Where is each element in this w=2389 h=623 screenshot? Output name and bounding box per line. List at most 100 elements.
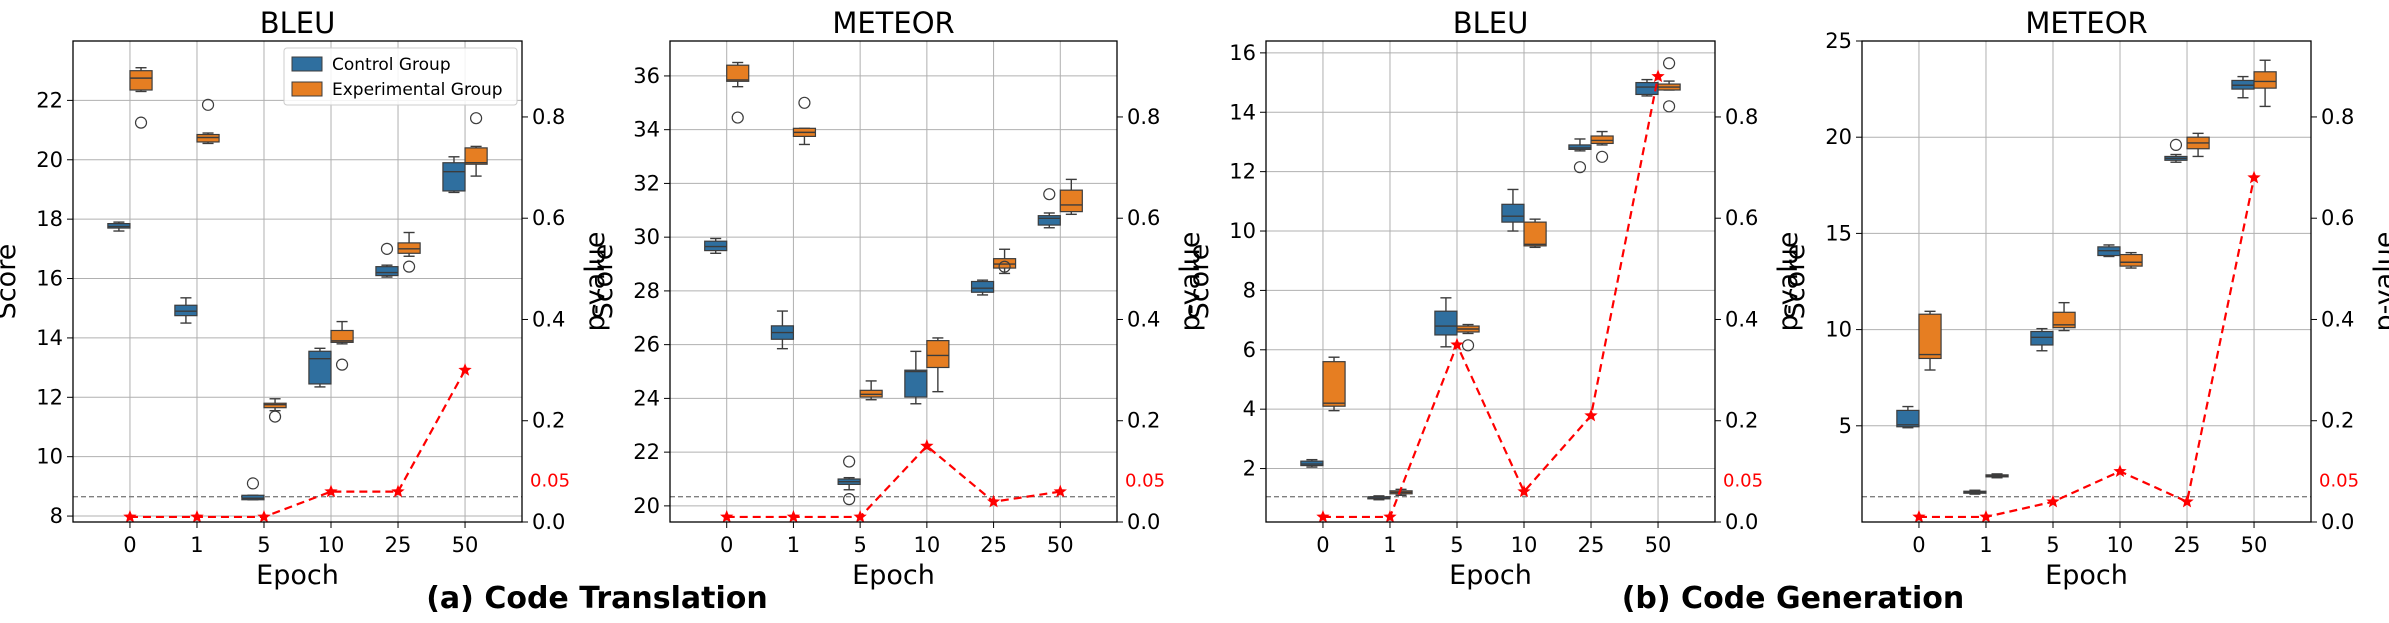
experimental-box-epoch-50 (2253, 59, 2277, 108)
plot-area (1862, 41, 2311, 522)
box-iqr (2052, 311, 2076, 329)
y-tick-label: 20 (36, 148, 63, 172)
y-tick-label: 16 (1229, 41, 1256, 65)
legend-box (283, 47, 518, 106)
y-tick-label: 2 (1243, 457, 1256, 481)
control-box-epoch-50 (442, 156, 466, 194)
y-tick-label: 15 (1825, 221, 1852, 245)
experimental-box-epoch-5 (263, 398, 287, 423)
box-iqr (1037, 215, 1061, 226)
y2-tick-label: 0.8 (1725, 105, 1758, 129)
p-value-line (129, 369, 467, 519)
p-value-line (1322, 76, 1660, 519)
x-tick-label: 50 (2241, 533, 2268, 557)
plot-frame (72, 40, 523, 523)
x-tick-label: 10 (318, 533, 345, 557)
y-tick-label: 30 (633, 225, 660, 249)
p-value-marker-epoch-50 (2247, 170, 2261, 184)
outlier-point (246, 477, 260, 490)
x-tick-label: 50 (1047, 533, 1074, 557)
control-box-epoch-10 (308, 347, 332, 388)
y2-tick-label: 0.0 (1725, 510, 1758, 534)
outlier-point (843, 493, 856, 506)
y-axis-label: Score (1780, 244, 1811, 320)
y-tick-label: 16 (36, 267, 63, 291)
p-value-marker-epoch-25 (391, 484, 405, 498)
experimental-box-epoch-0 (1918, 310, 1942, 371)
outlier-point (268, 410, 282, 423)
box-iqr (904, 369, 928, 398)
experimental-box-epoch-50 (464, 112, 488, 177)
experimental-box-epoch-10 (926, 337, 950, 393)
box-iqr (241, 494, 265, 501)
box-iqr (926, 340, 950, 369)
x-tick-label: 5 (257, 533, 270, 557)
box-iqr (1059, 189, 1083, 213)
x-tick-label: 1 (1979, 533, 1992, 557)
x-tick-label: 0 (720, 533, 733, 557)
y2-tick-label: 0.0 (532, 510, 565, 534)
y2-tick-label: 0.4 (2321, 307, 2354, 331)
chart-title: BLEU (260, 6, 336, 40)
control-box-epoch-1 (174, 297, 198, 324)
p-value-line (1918, 177, 2256, 519)
control-box-epoch-5 (2030, 327, 2054, 352)
box-iqr (397, 242, 421, 254)
chart-panel-4: 0 1 5 10 25 505101520250.00.20.40.60.80.05MET… (1780, 6, 2389, 591)
p-value-marker-epoch-10 (1517, 484, 1531, 498)
plot-frame (669, 40, 1118, 523)
experimental-box-epoch-0 (1322, 356, 1346, 412)
p-value-marker-epoch-1 (786, 509, 801, 523)
outlier-point (469, 112, 483, 125)
y2-tick-label: 0.4 (1127, 307, 1160, 331)
p-value-marker-epoch-0 (1316, 509, 1330, 523)
box-iqr (726, 64, 750, 82)
x-tick-label: 10 (2107, 533, 2134, 557)
outlier-point (1461, 339, 1475, 352)
x-tick-label: 25 (385, 533, 412, 557)
p-value-marker-epoch-1 (190, 509, 204, 523)
experimental-box-epoch-10 (1523, 218, 1547, 249)
control-box-epoch-1 (770, 310, 795, 350)
y2-axis-label: p-value (1175, 232, 1206, 332)
y2-tick-label: 0.2 (2321, 409, 2354, 433)
box-iqr (1300, 460, 1324, 467)
box-iqr (129, 70, 153, 91)
box-iqr (970, 280, 995, 293)
y2-tick-label: 0.4 (1725, 307, 1758, 331)
x-tick-label: 1 (190, 533, 203, 557)
outlier-point (134, 116, 148, 129)
y-tick-label: 32 (633, 171, 660, 195)
legend-label-experimental: Experimental Group (332, 80, 503, 100)
experimental-box-epoch-25 (397, 231, 421, 273)
plot-area (670, 41, 1117, 522)
control-box-epoch-0 (107, 221, 131, 232)
box-iqr (1434, 310, 1458, 336)
x-tick-label: 0 (1912, 533, 1925, 557)
y-tick-label: 6 (1243, 338, 1256, 362)
control-box-epoch-25 (970, 279, 995, 296)
control-box-epoch-50 (1037, 188, 1061, 229)
x-axis-label: Epoch (852, 560, 935, 591)
x-axis-label: Epoch (256, 560, 339, 591)
threshold-label: 0.05 (530, 471, 570, 492)
plot-frame (1265, 40, 1716, 523)
p-value-marker-epoch-10 (324, 484, 338, 498)
box-iqr (330, 329, 354, 343)
box-iqr (1896, 409, 1920, 428)
p-value-marker-epoch-5 (1450, 337, 1464, 351)
y-tick-label: 12 (1229, 160, 1256, 184)
legend-label-control: Control Group (332, 55, 451, 75)
chart-panel-3: 0 1 5 10 25 50 2 4 6 8 10 12 14 16 0.0 0.2 0.4 0.6 0.8 0.05… (1184, 6, 1804, 591)
y2-tick-label: 0.6 (1725, 206, 1758, 230)
y-tick-label: 18 (36, 207, 63, 231)
chart-title: METEOR (2025, 6, 2147, 40)
y-axis-label: Score (1184, 244, 1215, 320)
y-tick-label: 22 (633, 440, 660, 464)
x-tick-label: 50 (1645, 533, 1672, 557)
y2-axis-label: p-value (580, 232, 611, 332)
y-tick-label: 24 (633, 386, 660, 410)
experimental-box-epoch-0 (726, 61, 750, 124)
chart-title: METEOR (832, 6, 954, 40)
x-tick-label: 1 (787, 533, 800, 557)
